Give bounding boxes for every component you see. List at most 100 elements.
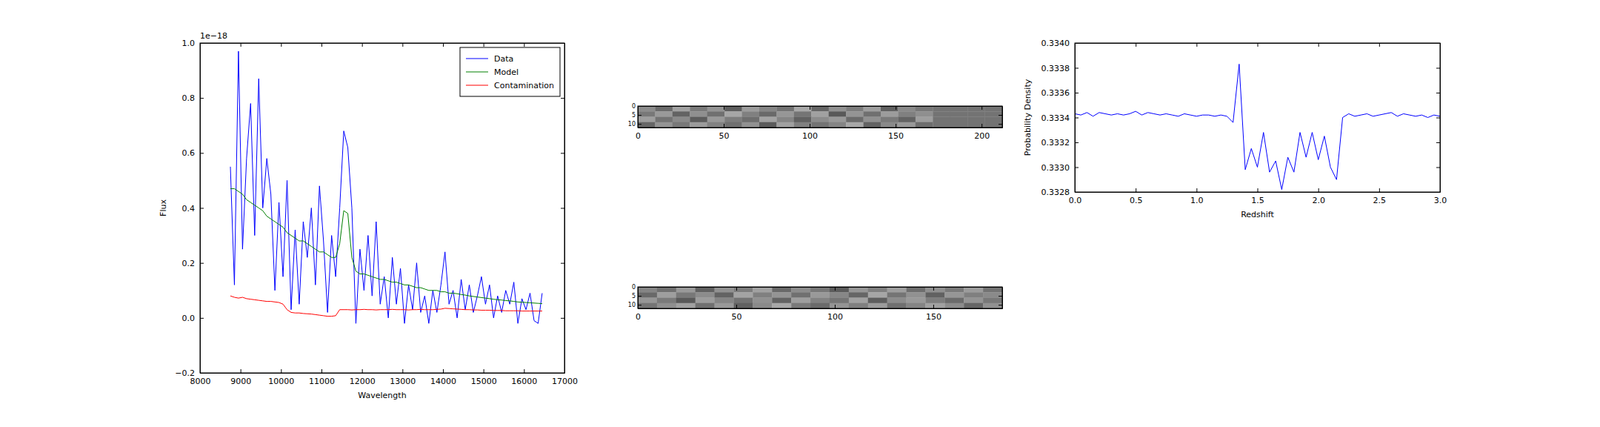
tick-label: 0.4 [182, 203, 196, 214]
tick-label: 100 [802, 131, 818, 141]
axis: 8000900010000110001200013000140001500016… [190, 368, 579, 386]
plot-area [1074, 63, 1440, 189]
heatmap-cell [967, 122, 986, 128]
heatmap-cell [845, 117, 864, 123]
heatmap-cell [950, 122, 969, 128]
tick: 2.0 [1311, 188, 1326, 206]
tick-mark [637, 304, 642, 306]
tick: 0.3336 [1041, 88, 1080, 98]
tick: 0.8 [182, 93, 205, 103]
tick-label: 10 [628, 120, 636, 128]
heatmap-cell [791, 302, 811, 309]
plot-area [637, 286, 1003, 309]
tick: 1.0 [1190, 188, 1204, 206]
heatmap-cell [915, 122, 934, 128]
tick-mark [998, 114, 1003, 116]
legend-swatch [465, 58, 489, 60]
chart: 0501001500510 [628, 283, 1003, 322]
tick [736, 286, 738, 291]
tick-label: 5 [631, 292, 636, 300]
heatmap-cell [863, 117, 882, 123]
tick: 100 [802, 123, 818, 141]
heatmap-cell [672, 111, 691, 118]
heatmap-cell [845, 122, 864, 128]
tick-label: 0 [631, 283, 636, 291]
heatmap-cell [776, 111, 795, 118]
heatmap-cell [828, 122, 847, 128]
tick [895, 105, 897, 110]
tick: 5 [631, 292, 642, 300]
heatmap-cell [967, 111, 986, 118]
legend-swatch [465, 85, 489, 86]
tick [560, 208, 565, 209]
tick: 15000 [471, 368, 498, 386]
tick-label: 12000 [349, 376, 376, 386]
heatmap-cell [759, 111, 778, 118]
heatmap-cell [637, 105, 656, 112]
axis [638, 105, 1003, 110]
heatmap-cell [689, 122, 708, 128]
heatmap-cell [887, 291, 907, 298]
heatmap-cell [707, 117, 726, 123]
tick: 5 [631, 111, 642, 119]
tick-mark [402, 42, 403, 47]
heatmap-cell [676, 291, 696, 298]
tick-mark [1436, 68, 1440, 69]
tick-label: 13000 [389, 376, 416, 386]
heatmap-cell [742, 111, 760, 118]
heatmap-cell [714, 302, 735, 309]
heatmap-cell [776, 105, 795, 112]
heatmap-cell [695, 286, 715, 293]
heatmap-cell [829, 286, 849, 293]
heatmap-cell [654, 117, 673, 123]
axis: 0510 [628, 283, 642, 309]
heatmap-cell [724, 111, 743, 118]
heatmap-cell [771, 286, 792, 293]
heatmap-cell [963, 297, 983, 304]
tick: 0 [631, 102, 642, 110]
tick [981, 105, 983, 110]
tick: 0.3334 [1041, 113, 1080, 123]
tick-mark [1318, 188, 1320, 192]
heatmap-cell [829, 302, 849, 309]
tick: 0.4 [182, 203, 205, 214]
tick-mark [736, 304, 738, 309]
tick: 0.5 [1129, 188, 1143, 206]
tick-mark [483, 42, 485, 47]
tick-mark [240, 42, 242, 47]
tick-mark [560, 97, 565, 99]
heatmap-cell [752, 297, 772, 304]
heatmap-cell [776, 117, 795, 123]
tick: 11000 [308, 368, 335, 386]
heatmap-cell [906, 286, 926, 293]
axis: −0.20.00.20.40.60.81.0 [174, 38, 204, 378]
heatmap-cell [637, 117, 656, 123]
tick-label: 16000 [511, 376, 538, 386]
heatmap-cell [794, 122, 812, 128]
heatmap-cell [848, 286, 869, 293]
tick-mark [1436, 117, 1440, 119]
tick-label: 1.0 [1190, 195, 1204, 206]
tick [280, 42, 282, 47]
tick-mark [1257, 42, 1259, 47]
tick-mark [1196, 42, 1198, 47]
heatmap-cell [707, 105, 726, 112]
tick-mark [809, 123, 811, 128]
heatmap-cell [868, 297, 888, 304]
tick-mark [200, 317, 204, 319]
tick-mark [933, 286, 935, 291]
heatmap-cell [848, 297, 869, 304]
tick-mark [834, 286, 836, 291]
tick [442, 42, 444, 47]
tick-label: 150 [925, 311, 942, 322]
tick: 0.3328 [1041, 187, 1080, 198]
tick-mark [200, 262, 204, 264]
series-line [230, 188, 543, 304]
tick-label: 1.0 [182, 38, 196, 49]
tick-label: 0 [635, 131, 641, 141]
tick [998, 123, 1003, 125]
tick [1436, 142, 1440, 143]
tick-mark [895, 105, 897, 110]
heatmap-cell [811, 117, 829, 123]
tick-label: 0.3336 [1041, 88, 1071, 98]
